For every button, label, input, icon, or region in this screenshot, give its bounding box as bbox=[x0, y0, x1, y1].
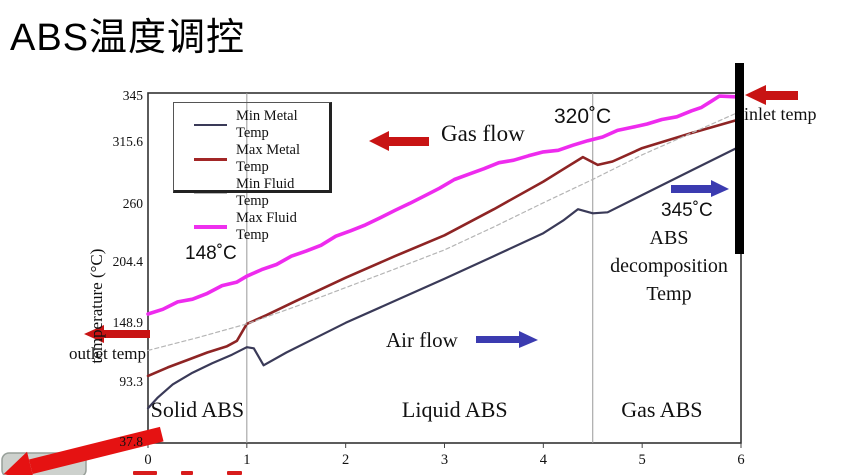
legend-line-sample bbox=[194, 225, 227, 229]
legend-item: Max Fluid Temp bbox=[194, 210, 323, 244]
x-tick-label: 6 bbox=[737, 452, 745, 468]
legend-line-sample bbox=[194, 192, 227, 194]
series-line-max-fluid-temp bbox=[146, 94, 743, 316]
legend-line-sample bbox=[194, 124, 227, 126]
y-tick-label: 315.6 bbox=[112, 134, 143, 149]
region-boundary-lines bbox=[246, 93, 594, 443]
temp-320-annotation: 320˚C bbox=[554, 105, 612, 128]
y-tick-label: 345 bbox=[122, 88, 143, 103]
outlet-temp-arrow-icon bbox=[84, 325, 150, 343]
decomposition-temp-arrow-icon bbox=[671, 180, 729, 197]
text-fragment bbox=[181, 471, 193, 475]
y-tick-label: 37.8 bbox=[119, 434, 143, 449]
inlet-boundary-line bbox=[735, 63, 744, 254]
x-tick-label: 4 bbox=[539, 452, 547, 468]
legend-label: Min Metal Temp bbox=[236, 108, 298, 141]
gas-flow-arrow-icon bbox=[369, 131, 429, 151]
abs-decomposition-annotation: ABS decomposition Temp bbox=[610, 227, 728, 305]
temp-148-annotation: 148˚C bbox=[185, 243, 237, 264]
y-tick-label: 204.4 bbox=[112, 254, 143, 269]
legend-item: Min Fluid Temp bbox=[194, 176, 323, 210]
y-axis-title: temperature (°C) bbox=[87, 248, 106, 364]
legend-line-sample bbox=[194, 157, 227, 161]
page-title: ABS温度调控 bbox=[10, 17, 246, 59]
inlet-temp-arrow-icon bbox=[745, 85, 798, 105]
callout-arrow-shaft bbox=[28, 426, 164, 475]
y-tick-label: 148.9 bbox=[112, 315, 143, 330]
legend-item: Min Metal Temp bbox=[194, 108, 323, 142]
callout-arrow-head bbox=[3, 451, 35, 475]
text-fragment bbox=[133, 471, 157, 475]
temp-345-annotation: 345˚C bbox=[661, 200, 713, 221]
series-lines bbox=[146, 94, 743, 410]
inlet-temp-label: inlet temp bbox=[744, 104, 817, 124]
outlet-temp-label: outlet temp bbox=[69, 344, 146, 363]
x-tick-label: 3 bbox=[440, 452, 449, 468]
text-fragment bbox=[227, 471, 242, 475]
legend-label: Max Fluid Temp bbox=[236, 210, 297, 243]
series-line-min-metal-temp bbox=[146, 144, 743, 410]
series-line-max-metal-temp bbox=[146, 117, 743, 378]
region-label-gas-abs: Gas ABS bbox=[621, 397, 703, 422]
x-tick-label: 2 bbox=[342, 452, 350, 468]
series-line-min-fluid-temp bbox=[147, 110, 742, 351]
legend-item: Max Metal Temp bbox=[194, 142, 323, 176]
y-tick-label: 260 bbox=[122, 196, 143, 211]
gas-flow-annotation: Gas flow bbox=[441, 121, 525, 146]
x-tick-label: 1 bbox=[243, 452, 251, 468]
air-flow-annotation: Air flow bbox=[386, 328, 458, 352]
legend-label: Min Fluid Temp bbox=[236, 176, 295, 209]
cutoff-red-text-fragments bbox=[133, 471, 242, 475]
x-tick-label: 0 bbox=[144, 452, 152, 468]
region-label-liquid-abs: Liquid ABS bbox=[401, 397, 508, 422]
x-tick-label: 5 bbox=[638, 452, 646, 468]
y-tick-label: 93.3 bbox=[119, 374, 143, 389]
legend-label: Max Metal Temp bbox=[236, 142, 301, 175]
air-flow-arrow-icon bbox=[476, 331, 538, 348]
chart-legend: Min Metal Temp Max Metal Temp Min Fluid Te… bbox=[173, 102, 332, 243]
region-label-solid-abs: Solid ABS bbox=[150, 397, 245, 422]
callout-arrow-icon bbox=[3, 426, 164, 475]
